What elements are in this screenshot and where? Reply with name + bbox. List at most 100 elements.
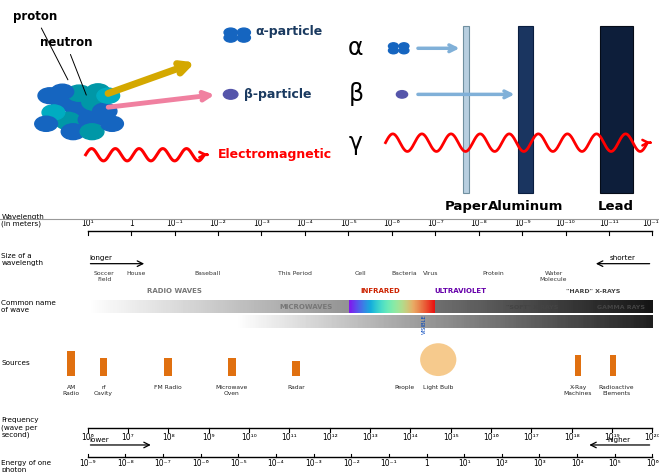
Text: 10²: 10² — [496, 459, 508, 468]
Circle shape — [237, 34, 250, 42]
Circle shape — [237, 28, 250, 37]
Text: 10¹⁹: 10¹⁹ — [604, 433, 620, 442]
Text: 10⁶: 10⁶ — [81, 433, 94, 442]
Text: 10⁻¹: 10⁻¹ — [380, 459, 397, 468]
Text: Frequency
(wave per
second): Frequency (wave per second) — [1, 417, 39, 438]
Text: Paper: Paper — [444, 200, 488, 213]
Text: Sources: Sources — [1, 361, 30, 366]
Text: MICROWAVES: MICROWAVES — [280, 304, 333, 310]
Bar — [67, 351, 75, 376]
Text: Size of a
wavelength: Size of a wavelength — [1, 253, 43, 266]
Circle shape — [101, 116, 123, 131]
Bar — [575, 354, 581, 376]
Text: 10⁻¹: 10⁻¹ — [166, 219, 183, 228]
Text: This Period: This Period — [278, 271, 312, 276]
Text: γ: γ — [349, 131, 363, 155]
Text: Energy of one
photon
(electron volts): Energy of one photon (electron volts) — [1, 460, 56, 472]
Text: Lead: Lead — [598, 200, 634, 213]
Text: 10⁻⁸: 10⁻⁸ — [471, 219, 487, 228]
Text: 10⁸: 10⁸ — [162, 433, 175, 442]
Circle shape — [223, 90, 238, 99]
Bar — [228, 358, 236, 376]
Text: α-particle: α-particle — [256, 25, 323, 38]
Bar — [164, 358, 172, 376]
Bar — [292, 361, 300, 376]
Text: 10⁻¹²: 10⁻¹² — [643, 219, 659, 228]
Bar — [600, 26, 633, 193]
Circle shape — [66, 101, 92, 118]
Text: 10⁻⁷: 10⁻⁷ — [155, 459, 171, 468]
Text: Microwave
Oven: Microwave Oven — [216, 385, 248, 396]
Circle shape — [389, 43, 398, 50]
Text: Radar: Radar — [287, 385, 304, 390]
Text: 10⁻⁷: 10⁻⁷ — [427, 219, 444, 228]
Bar — [518, 26, 533, 193]
Text: Water
Molecule: Water Molecule — [540, 271, 567, 282]
Text: Common name
of wave: Common name of wave — [1, 300, 56, 313]
Circle shape — [389, 47, 398, 54]
Text: FM Radio: FM Radio — [154, 385, 182, 390]
Text: 10¹⁷: 10¹⁷ — [524, 433, 539, 442]
Text: 1: 1 — [424, 459, 429, 468]
Text: 10⁻¹¹: 10⁻¹¹ — [599, 219, 619, 228]
Circle shape — [82, 94, 106, 110]
Text: Soccer
Field: Soccer Field — [94, 271, 115, 282]
Text: 10⁻⁴: 10⁻⁴ — [268, 459, 284, 468]
Text: ULTRAVIOLET: ULTRAVIOLET — [434, 288, 486, 295]
Text: 10¹³: 10¹³ — [362, 433, 378, 442]
Circle shape — [399, 43, 409, 50]
Text: House: House — [127, 271, 146, 276]
Text: 10⁻⁸: 10⁻⁸ — [117, 459, 134, 468]
Text: Radioactive
Elements: Radioactive Elements — [598, 385, 634, 396]
Bar — [463, 26, 469, 193]
Text: 10⁷: 10⁷ — [122, 433, 134, 442]
Circle shape — [97, 88, 120, 103]
Text: 10⁻⁵: 10⁻⁵ — [340, 219, 357, 228]
Text: 10⁻⁶: 10⁻⁶ — [192, 459, 209, 468]
Text: 10¹²: 10¹² — [322, 433, 337, 442]
Text: "SOFT" X-RAYS: "SOFT" X-RAYS — [506, 304, 559, 310]
Text: β-particle: β-particle — [244, 88, 311, 101]
Text: X-Ray
Machines: X-Ray Machines — [563, 385, 592, 396]
Circle shape — [42, 105, 65, 120]
Text: rf
Cavity: rf Cavity — [94, 385, 113, 396]
Text: Protein: Protein — [482, 271, 504, 276]
Text: 10²⁰: 10²⁰ — [645, 433, 659, 442]
Text: 10¹⁴: 10¹⁴ — [403, 433, 418, 442]
Text: neutron: neutron — [40, 36, 92, 95]
Text: AM
Radio: AM Radio — [63, 385, 80, 396]
Bar — [100, 358, 107, 376]
Circle shape — [399, 47, 409, 54]
Circle shape — [78, 112, 103, 128]
Text: 10¹¹: 10¹¹ — [281, 433, 297, 442]
Text: 10⁻³: 10⁻³ — [253, 219, 270, 228]
Ellipse shape — [420, 343, 456, 376]
Text: 10⁻⁴: 10⁻⁴ — [297, 219, 313, 228]
Text: higher: higher — [608, 437, 631, 443]
Text: 10⁻⁶: 10⁻⁶ — [384, 219, 400, 228]
Bar — [610, 354, 616, 376]
Text: 10¹⁸: 10¹⁸ — [564, 433, 579, 442]
Text: α: α — [348, 36, 364, 60]
Text: INFRARED: INFRARED — [360, 288, 400, 295]
Text: 10⁻²: 10⁻² — [210, 219, 226, 228]
Text: 10⁻²: 10⁻² — [343, 459, 360, 468]
Text: RADIO WAVES: RADIO WAVES — [147, 288, 202, 295]
Text: 10¹: 10¹ — [458, 459, 471, 468]
Text: proton: proton — [13, 10, 68, 80]
Text: 10⁻¹⁰: 10⁻¹⁰ — [556, 219, 575, 228]
Text: Light Bulb: Light Bulb — [423, 385, 453, 390]
Text: 10¹: 10¹ — [81, 219, 94, 228]
Circle shape — [55, 112, 80, 129]
Text: 10⁹: 10⁹ — [202, 433, 215, 442]
Text: "HARD" X-RAYS: "HARD" X-RAYS — [566, 289, 620, 294]
Text: 10¹⁵: 10¹⁵ — [443, 433, 459, 442]
Text: 10⁻³: 10⁻³ — [305, 459, 322, 468]
Text: β: β — [349, 83, 363, 106]
Text: Virus: Virus — [422, 271, 438, 276]
Text: 1: 1 — [129, 219, 134, 228]
Text: Baseball: Baseball — [194, 271, 221, 276]
Text: 10⁻⁹: 10⁻⁹ — [514, 219, 530, 228]
Circle shape — [224, 28, 237, 37]
Circle shape — [51, 84, 74, 99]
